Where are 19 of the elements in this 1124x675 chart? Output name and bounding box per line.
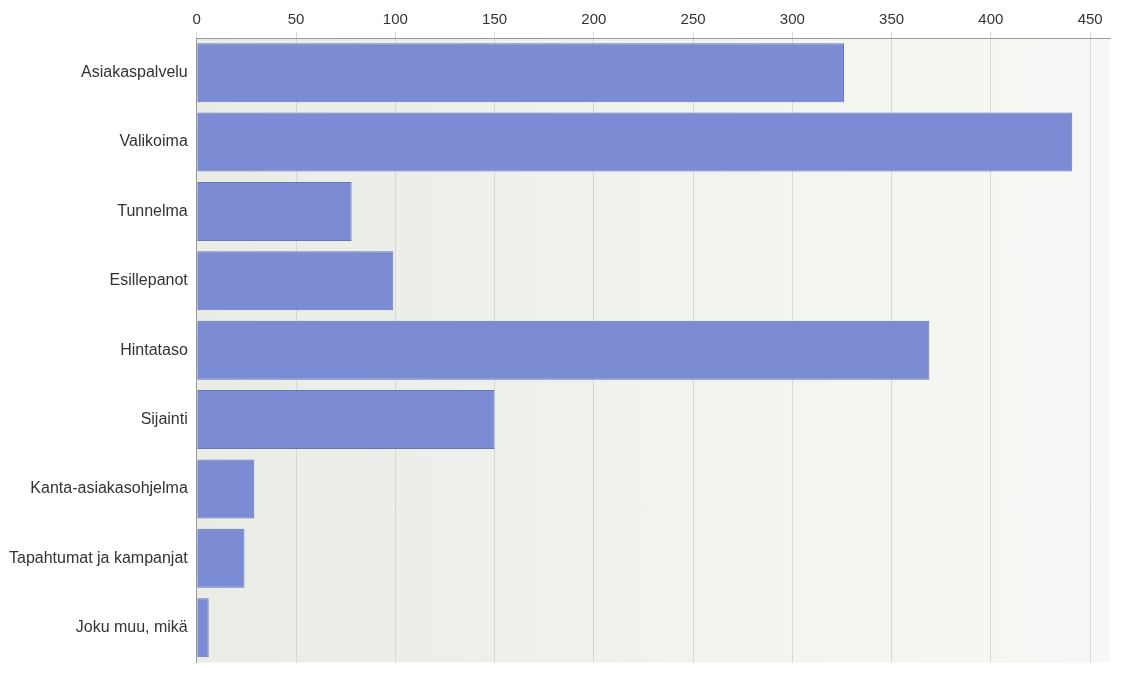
- y-tick-label: Tapahtumat ja kampanjat: [8, 548, 189, 566]
- x-tick-label: 0: [192, 10, 201, 28]
- x-tick-label: 150: [482, 10, 508, 28]
- x-tick-label: 450: [1077, 10, 1103, 28]
- y-tick-label: Valikoima: [119, 132, 188, 150]
- x-tick-label: 50: [287, 10, 305, 28]
- y-tick-label: Tunnelma: [117, 201, 188, 219]
- x-tick-label: 100: [382, 10, 408, 28]
- y-tick-label: Asiakaspalvelu: [81, 63, 188, 81]
- x-tick-label: 350: [879, 10, 905, 28]
- y-tick-label: Esillepanot: [109, 271, 189, 289]
- x-tick-label: 400: [978, 10, 1004, 28]
- x-tick-label: 300: [779, 10, 805, 28]
- y-tick-label: Hintataso: [120, 340, 188, 358]
- y-tick-label: Sijainti: [140, 409, 188, 427]
- y-tick-label: Kanta-asiakasohjelma: [30, 479, 188, 497]
- x-tick-label: 250: [680, 10, 706, 28]
- x-tick-label: 200: [581, 10, 607, 28]
- y-tick-label: Joku muu, mikä: [75, 618, 188, 636]
